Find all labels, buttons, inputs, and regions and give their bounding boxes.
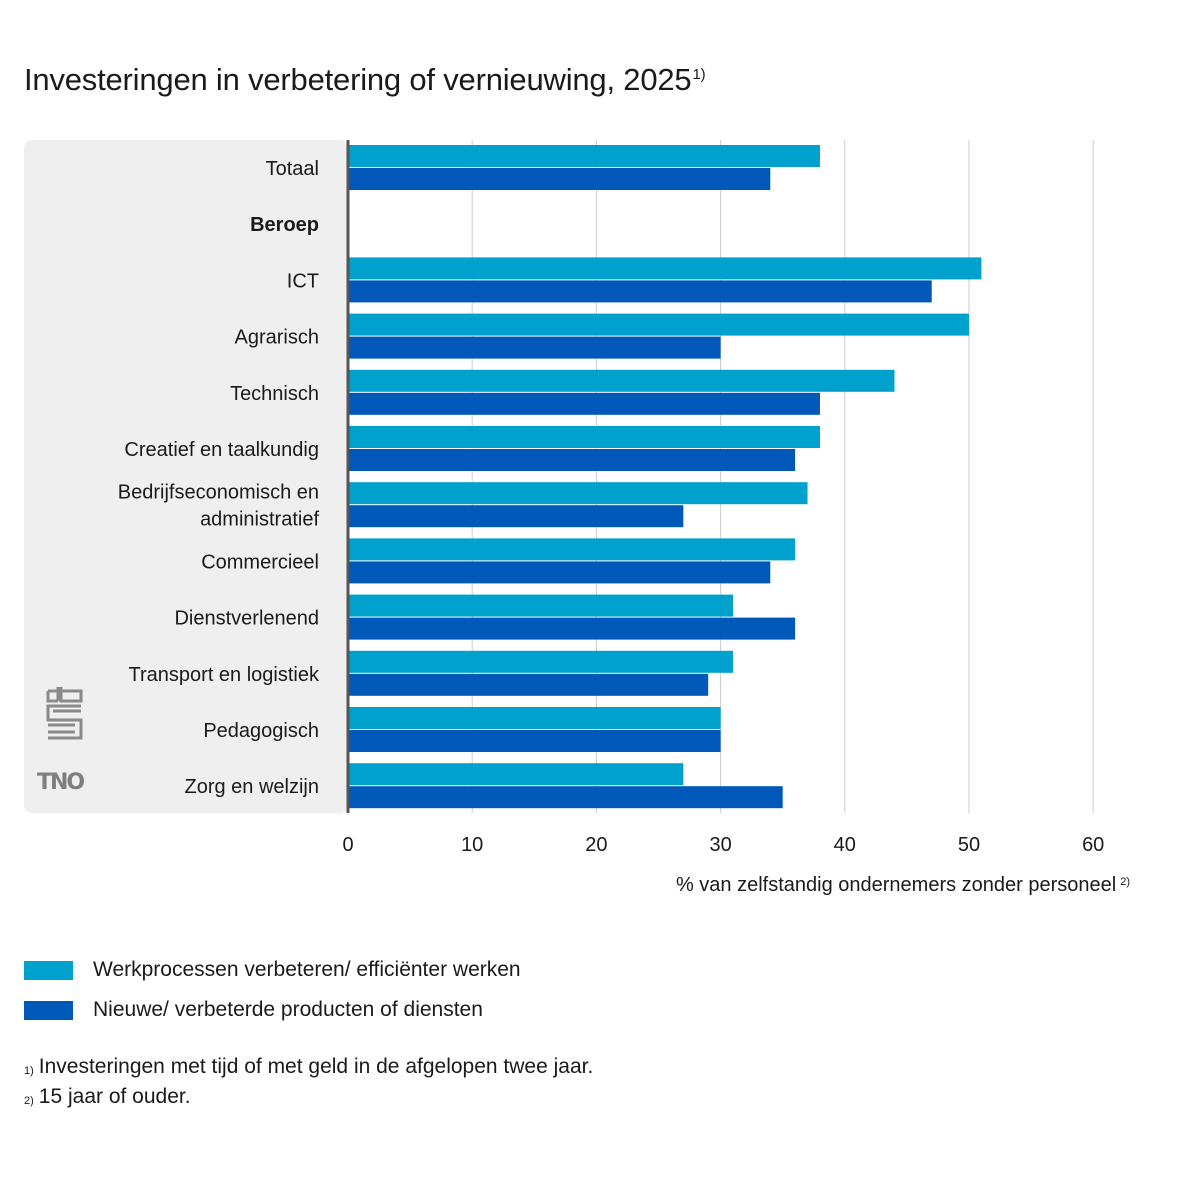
- legend: Werkprocessen verbeteren/ efficiënter we…: [24, 950, 521, 1030]
- footnote-2-mark: 2): [24, 1095, 34, 1107]
- bar-bedrijfseconomisch-en-administratief-series-2: [349, 505, 684, 528]
- title-footnote-mark: 1): [692, 66, 706, 83]
- footnote-2-text: 15 jaar of ouder.: [38, 1085, 191, 1108]
- bar-zorg-en-welzijn-series-1: [349, 763, 684, 786]
- legend-swatch-nieuwe-producten: [24, 1000, 73, 1020]
- tno-logo: TNO: [37, 770, 85, 795]
- category-label-bedrijfseconomisch-en-administratief-line-1: Bedrijfseconomisch en: [118, 482, 319, 504]
- category-label-dienstverlenend: Dienstverlenend: [174, 608, 319, 630]
- category-label-agrarisch: Agrarisch: [235, 327, 319, 349]
- legend-label-nieuwe-producten: Nieuwe/ verbeterde producten of diensten: [93, 998, 483, 1021]
- bar-agrarisch-series-1: [349, 313, 969, 336]
- chart-title: Investeringen in verbetering of vernieuw…: [24, 62, 706, 97]
- x-tick-label-0: 0: [342, 834, 353, 856]
- x-tick-label-10: 10: [461, 834, 483, 856]
- category-label-bedrijfseconomisch-en-administratief-line-2: administratief: [200, 509, 319, 531]
- x-tick-label-30: 30: [709, 834, 731, 856]
- category-label-ict: ICT: [287, 270, 319, 292]
- bar-totaal-series-1: [349, 145, 820, 167]
- legend-label-werkprocessen: Werkprocessen verbeteren/ efficiënter we…: [93, 958, 521, 981]
- legend-swatch-werkprocessen: [24, 960, 73, 980]
- footnotes: 1) Investeringen met tijd of met geld in …: [24, 1052, 593, 1112]
- category-label-technisch: Technisch: [230, 383, 319, 405]
- category-label-zorg-en-welzijn: Zorg en welzijn: [184, 776, 319, 798]
- category-label-transport-en-logistiek: Transport en logistiek: [129, 664, 320, 686]
- category-label-commercieel: Commercieel: [201, 551, 319, 573]
- bar-technisch-series-1: [349, 369, 895, 392]
- category-panel: [24, 140, 348, 813]
- category-label-pedagogisch: Pedagogisch: [203, 720, 319, 742]
- bar-creatief-en-taalkundig-series-2: [349, 449, 796, 471]
- x-axis-title: % van zelfstandig ondernemers zonder per…: [675, 874, 1130, 896]
- legend-item-werkprocessen: Werkprocessen verbeteren/ efficiënter we…: [24, 950, 521, 990]
- legend-item-nieuwe-producten: Nieuwe/ verbeterde producten of diensten: [24, 990, 521, 1030]
- x-tick-label-50: 50: [958, 834, 980, 856]
- category-label-beroep: Beroep: [250, 214, 319, 236]
- bar-creatief-en-taalkundig-series-1: [349, 426, 820, 448]
- bar-commercieel-series-1: [349, 538, 796, 561]
- bar-zorg-en-welzijn-series-2: [349, 786, 783, 809]
- bar-chart: Totaal Beroep ICT Agrarisch Technisch Creatie…: [24, 140, 1104, 856]
- bar-ict-series-1: [349, 257, 982, 280]
- category-label-creatief-en-taalkundig: Creatief en taalkundig: [124, 439, 319, 461]
- x-axis-footnote-mark: 2): [1120, 876, 1130, 888]
- bar-pedagogisch-series-2: [349, 730, 721, 752]
- bar-transport-en-logistiek-series-2: [349, 673, 709, 696]
- bar-agrarisch-series-2: [349, 336, 721, 359]
- footnote-1-mark: 1): [24, 1065, 34, 1077]
- bar-technisch-series-2: [349, 392, 820, 415]
- footnote-2: 2) 15 jaar of ouder.: [24, 1082, 593, 1112]
- bar-pedagogisch-series-1: [349, 707, 721, 729]
- bar-ict-series-2: [349, 280, 932, 303]
- cbs-logo: [45, 684, 85, 747]
- bar-totaal-series-2: [349, 168, 771, 190]
- bar-commercieel-series-2: [349, 561, 771, 584]
- bar-transport-en-logistiek-series-1: [349, 650, 734, 673]
- category-label-totaal: Totaal: [266, 158, 319, 180]
- x-tick-label-40: 40: [834, 834, 856, 856]
- x-tick-label-20: 20: [585, 834, 607, 856]
- bar-dienstverlenend-series-2: [349, 617, 796, 640]
- footnote-1: 1) Investeringen met tijd of met geld in …: [24, 1052, 593, 1082]
- footnote-1-text: Investeringen met tijd of met geld in de…: [38, 1055, 594, 1078]
- x-tick-label-60: 60: [1082, 834, 1104, 856]
- bar-dienstverlenend-series-1: [349, 594, 734, 617]
- bar-bedrijfseconomisch-en-administratief-series-1: [349, 482, 808, 505]
